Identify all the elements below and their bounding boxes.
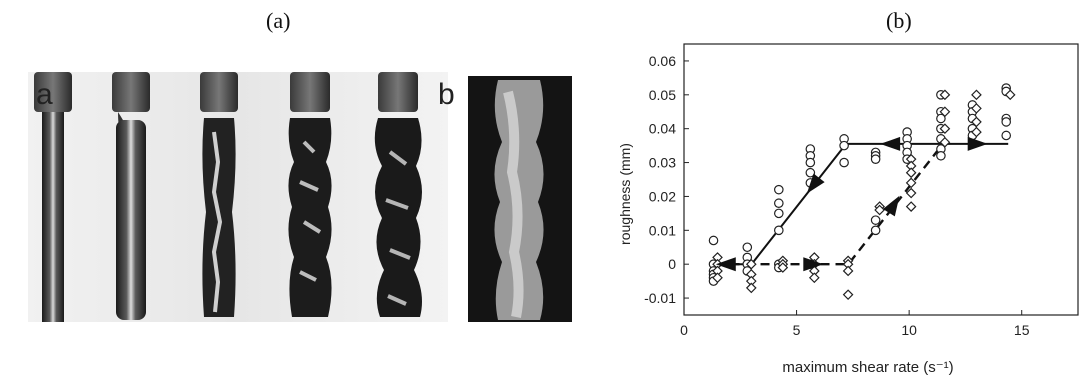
circle-point — [936, 113, 946, 124]
diamond-point — [971, 126, 982, 138]
diamond-point — [939, 136, 951, 148]
circle-point — [870, 215, 881, 225]
diamond-point — [939, 106, 951, 118]
diamond-point — [905, 177, 917, 189]
y-axis-label: roughness (mm) — [617, 143, 633, 245]
circle-point — [870, 154, 881, 164]
y-tick-label: -0.01 — [644, 290, 676, 306]
y-tick-label: 0.03 — [649, 155, 676, 171]
x-tick-label: 10 — [901, 322, 917, 338]
y-tick-label: 0.02 — [649, 188, 676, 204]
diamond-point — [874, 204, 885, 216]
y-tick-label: 0.06 — [649, 53, 676, 69]
filament-1 — [34, 72, 72, 322]
circle-point — [742, 242, 753, 253]
circle-point — [774, 184, 784, 195]
diamond-point — [971, 89, 982, 101]
filament-4 — [288, 72, 332, 317]
diamond-point — [842, 289, 854, 301]
data-points — [708, 83, 1016, 301]
diamond-point — [808, 272, 820, 284]
solid-direction-arrow — [967, 136, 988, 151]
solid-direction-arrow — [806, 173, 825, 194]
diamond-point — [905, 201, 917, 212]
x-tick-label: 5 — [793, 322, 801, 338]
diamond-point — [971, 103, 982, 114]
circle-point — [1001, 117, 1012, 127]
diamond-point — [777, 262, 789, 273]
circle-point — [936, 150, 946, 161]
filament-3 — [200, 72, 238, 317]
circle-point — [805, 157, 816, 168]
dashed-direction-arrow — [715, 257, 736, 272]
diamond-point — [745, 258, 757, 270]
diamond-point — [971, 116, 982, 128]
filament-closeup — [468, 76, 572, 322]
diamond-point — [939, 89, 951, 101]
diamond-point — [939, 123, 951, 135]
direction-arrows — [715, 136, 988, 272]
circle-point — [708, 235, 719, 246]
circle-point — [774, 225, 784, 236]
x-tick-label: 0 — [680, 322, 688, 338]
diamond-point — [745, 282, 757, 294]
diamond-point — [842, 265, 854, 277]
plot-border — [683, 43, 1079, 316]
diamond-point — [905, 167, 917, 179]
plot-frame — [683, 43, 1079, 316]
photo-sublabel-b: b — [438, 78, 455, 111]
x-axis-label: maximum shear rate (s⁻¹) — [782, 359, 953, 376]
filament-2 — [112, 72, 150, 320]
dashed-direction-arrow — [803, 257, 824, 272]
filament-photo-panel: a b — [28, 72, 573, 322]
circle-point — [870, 225, 881, 236]
filament-5 — [374, 72, 422, 317]
circle-point — [839, 157, 849, 168]
y-tick-label: 0.04 — [649, 121, 676, 137]
y-tick-label: 0.05 — [649, 87, 676, 103]
solid-direction-arrow — [880, 136, 901, 151]
y-tick-label: 0 — [668, 256, 676, 272]
diamond-point — [905, 187, 917, 199]
dashed-direction-arrow — [882, 195, 900, 217]
trend-lines — [715, 142, 1009, 266]
y-tick-label: 0.01 — [649, 222, 676, 238]
panel-label-a: (a) — [266, 8, 291, 33]
circle-point — [774, 198, 784, 209]
circle-point — [1001, 130, 1012, 141]
photo-sublabel-a: a — [36, 78, 53, 111]
circle-point — [805, 167, 816, 178]
circle-point — [839, 140, 849, 151]
circle-point — [774, 208, 784, 219]
filament-photo-graphic — [28, 72, 572, 322]
diamond-point — [1004, 89, 1016, 101]
x-tick-label: 15 — [1014, 322, 1030, 338]
panel-label-b: (b) — [886, 8, 912, 33]
diamond-point — [712, 272, 723, 284]
